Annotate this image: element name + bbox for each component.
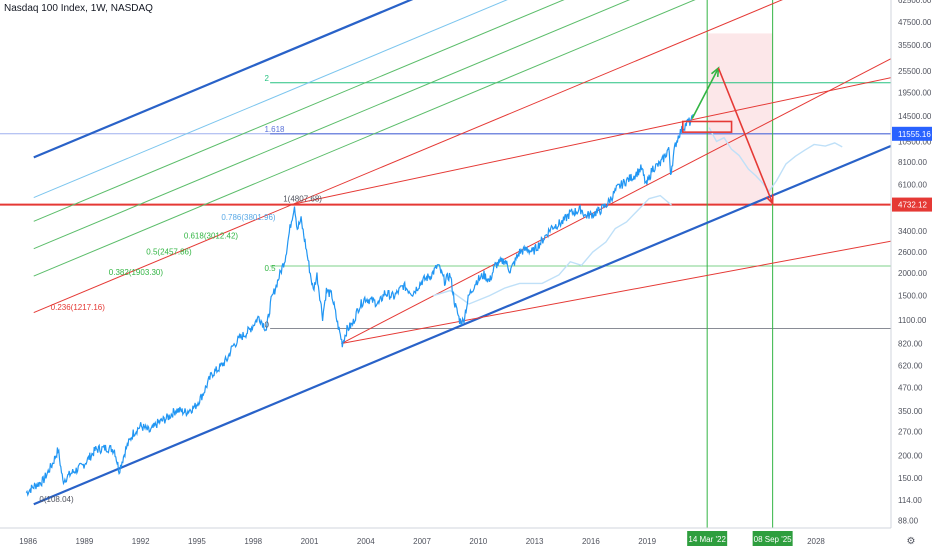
fib-label: 0.382(1903.30) (109, 268, 164, 277)
x-tick-label: 1995 (188, 537, 206, 546)
date-badge (687, 531, 728, 546)
date-badge-label: 08 Sep '25 (754, 535, 793, 544)
red-trendline-low (341, 240, 891, 345)
x-tick-label: 2004 (357, 537, 375, 546)
x-tick-label: 2013 (526, 537, 544, 546)
x-tick-label: 1998 (244, 537, 262, 546)
fib-label: 1(4807.68) (283, 194, 322, 203)
marker-box (681, 120, 733, 133)
y-tick-label: 47500.00 (898, 18, 932, 27)
x-tick-label: 1992 (132, 537, 150, 546)
forecast-ghost-line-1 (433, 194, 672, 305)
y-tick-label: 1500.00 (898, 292, 927, 301)
x-tick-label: 2019 (638, 537, 656, 546)
fib-label: 1.618 (264, 125, 285, 134)
date-badge-label: 14 Mar '22 (688, 535, 726, 544)
arrow-up (691, 67, 720, 119)
fib-channel-0618 (33, 0, 565, 222)
fib-label: 2 (264, 74, 269, 83)
y-tick-label: 114.00 (898, 496, 922, 505)
x-tick-label: 2007 (413, 537, 431, 546)
y-tick-label: 150.00 (898, 474, 923, 483)
fib-channel-05 (33, 0, 631, 250)
red-trendline-mid (341, 58, 891, 344)
y-tick-label: 270.00 (898, 428, 923, 437)
y-tick-label: 200.00 (898, 451, 923, 460)
red-trendline-top (288, 77, 891, 206)
y-tick-label: 3400.00 (898, 227, 927, 236)
fib-channel-0236 (33, 0, 783, 314)
price-series-line (25, 114, 694, 497)
fib-label: 0(108.04) (39, 495, 74, 504)
y-tick-label: 8100.00 (898, 158, 927, 167)
price-badge (892, 126, 932, 141)
y-tick-label: 25500.00 (898, 67, 932, 76)
fib-label: 0.786(3801.96) (221, 213, 276, 222)
fib-channel-0786 (33, 0, 508, 199)
y-tick-label: 2000.00 (898, 269, 927, 278)
forecast-ghost-line-2 (708, 127, 843, 193)
y-tick-label: 10500.00 (898, 137, 932, 146)
x-tick-label: 2010 (469, 537, 487, 546)
fib-channel-0382 (33, 0, 696, 277)
price-badge-label: 11555.16 (898, 130, 931, 139)
y-tick-label: 620.00 (898, 362, 923, 371)
y-tick-label: 1100.00 (898, 316, 927, 325)
x-tick-label: 1986 (19, 537, 37, 546)
y-tick-label: 470.00 (898, 384, 923, 393)
price-badge (892, 197, 932, 212)
y-tick-label: 35500.00 (898, 41, 932, 50)
x-tick-label: 1989 (76, 537, 94, 546)
y-tick-label: 88.00 (898, 516, 919, 525)
fib-label: 0.5 (264, 264, 276, 273)
x-tick-label: 2016 (582, 537, 600, 546)
x-tick-label: 2028 (807, 537, 825, 546)
arrow-down-head (765, 194, 774, 206)
y-tick-label: 2600.00 (898, 248, 927, 257)
date-badge (752, 531, 793, 546)
fib-label: 0.236(1217.16) (51, 303, 106, 312)
fib-label: 0.618(3012.42) (184, 231, 239, 240)
gear-icon[interactable]: ⚙ (907, 536, 916, 547)
arrow-down (717, 67, 774, 204)
y-tick-label: 820.00 (898, 340, 923, 349)
y-tick-label: 350.00 (898, 407, 923, 416)
y-tick-label: 14500.00 (898, 112, 932, 121)
y-tick-label: 62500.00 (898, 0, 932, 5)
fib-label: 0 (264, 320, 269, 329)
channel-lower-line (33, 144, 891, 506)
fib-label: 0.5(2457.86) (146, 248, 192, 257)
channel-upper-line (33, 0, 414, 159)
price-badge-label: 4732.12 (898, 201, 927, 210)
y-tick-label: 6100.00 (898, 180, 927, 189)
chart-title: Nasdaq 100 Index, 1W, NASDAQ (4, 3, 153, 14)
x-tick-label: 2001 (301, 537, 319, 546)
y-tick-label: 19500.00 (898, 88, 932, 97)
